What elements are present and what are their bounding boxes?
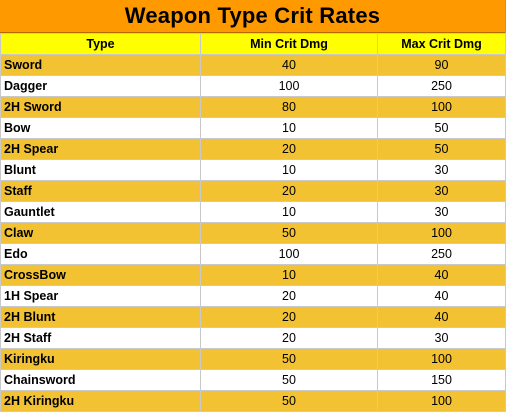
cell-min-crit: 20 bbox=[200, 285, 378, 307]
cell-max-crit: 30 bbox=[377, 159, 506, 181]
cell-max-crit: 30 bbox=[377, 327, 506, 349]
table-row: Staff 20 30 bbox=[0, 180, 506, 202]
cell-max-crit: 250 bbox=[377, 75, 506, 97]
cell-max-crit: 40 bbox=[377, 285, 506, 307]
cell-min-crit: 10 bbox=[200, 117, 378, 139]
cell-type: Chainsword bbox=[0, 369, 201, 391]
sheet-title: Weapon Type Crit Rates bbox=[124, 3, 381, 28]
cell-type: Bow bbox=[0, 117, 201, 139]
cell-min-crit: 20 bbox=[200, 306, 378, 328]
cell-min-crit: 40 bbox=[200, 54, 378, 76]
table-row: 2H Sword 80 100 bbox=[0, 96, 506, 118]
cell-type: CrossBow bbox=[0, 264, 201, 286]
table-row: Blunt 10 30 bbox=[0, 159, 506, 181]
cell-type: 2H Spear bbox=[0, 138, 201, 160]
cell-type: Staff bbox=[0, 180, 201, 202]
table-row: Gauntlet 10 30 bbox=[0, 201, 506, 223]
title-bar: Weapon Type Crit Rates bbox=[0, 0, 505, 33]
table-row: CrossBow 10 40 bbox=[0, 264, 506, 286]
table-row: Claw 50 100 bbox=[0, 222, 506, 244]
cell-type: 2H Blunt bbox=[0, 306, 201, 328]
cell-max-crit: 50 bbox=[377, 117, 506, 139]
cell-type: 2H Sword bbox=[0, 96, 201, 118]
cell-min-crit: 50 bbox=[200, 390, 378, 412]
table-row: Bow 10 50 bbox=[0, 117, 506, 139]
table-row: Chainsword 50 150 bbox=[0, 369, 506, 391]
cell-max-crit: 100 bbox=[377, 222, 506, 244]
column-header-min-crit: Min Crit Dmg bbox=[200, 33, 378, 55]
cell-max-crit: 50 bbox=[377, 138, 506, 160]
cell-max-crit: 250 bbox=[377, 243, 506, 265]
crit-rates-table: Type Min Crit Dmg Max Crit Dmg Sword 40 90… bbox=[0, 33, 506, 412]
cell-min-crit: 80 bbox=[200, 96, 378, 118]
table-row: 2H Blunt 20 40 bbox=[0, 306, 506, 328]
cell-min-crit: 10 bbox=[200, 264, 378, 286]
table-row: Edo 100 250 bbox=[0, 243, 506, 265]
cell-min-crit: 20 bbox=[200, 138, 378, 160]
cell-min-crit: 10 bbox=[200, 201, 378, 223]
cell-min-crit: 100 bbox=[200, 75, 378, 97]
cell-max-crit: 100 bbox=[377, 96, 506, 118]
cell-max-crit: 90 bbox=[377, 54, 506, 76]
cell-max-crit: 40 bbox=[377, 264, 506, 286]
cell-min-crit: 50 bbox=[200, 222, 378, 244]
column-header-type: Type bbox=[0, 33, 201, 55]
cell-max-crit: 150 bbox=[377, 369, 506, 391]
header-row: Type Min Crit Dmg Max Crit Dmg bbox=[0, 33, 506, 55]
cell-type: Kiringku bbox=[0, 348, 201, 370]
cell-type: Blunt bbox=[0, 159, 201, 181]
table-row: 2H Spear 20 50 bbox=[0, 138, 506, 160]
cell-max-crit: 100 bbox=[377, 390, 506, 412]
cell-type: Claw bbox=[0, 222, 201, 244]
column-header-max-crit: Max Crit Dmg bbox=[377, 33, 506, 55]
cell-type: 2H Kiringku bbox=[0, 390, 201, 412]
cell-min-crit: 100 bbox=[200, 243, 378, 265]
table-row: Kiringku 50 100 bbox=[0, 348, 506, 370]
table-row: 2H Kiringku 50 100 bbox=[0, 390, 506, 412]
cell-min-crit: 20 bbox=[200, 327, 378, 349]
cell-min-crit: 50 bbox=[200, 348, 378, 370]
cell-min-crit: 10 bbox=[200, 159, 378, 181]
cell-type: 2H Staff bbox=[0, 327, 201, 349]
cell-min-crit: 20 bbox=[200, 180, 378, 202]
table-row: 1H Spear 20 40 bbox=[0, 285, 506, 307]
cell-type: Sword bbox=[0, 54, 201, 76]
table-row: 2H Staff 20 30 bbox=[0, 327, 506, 349]
cell-max-crit: 30 bbox=[377, 201, 506, 223]
cell-max-crit: 30 bbox=[377, 180, 506, 202]
cell-type: Dagger bbox=[0, 75, 201, 97]
table-row: Sword 40 90 bbox=[0, 54, 506, 76]
table-body: Sword 40 90 Dagger 100 250 2H Sword 80 100 Bow 10 5… bbox=[0, 54, 506, 412]
cell-type: 1H Spear bbox=[0, 285, 201, 307]
table-row: Dagger 100 250 bbox=[0, 75, 506, 97]
cell-max-crit: 100 bbox=[377, 348, 506, 370]
cell-max-crit: 40 bbox=[377, 306, 506, 328]
cell-type: Gauntlet bbox=[0, 201, 201, 223]
cell-min-crit: 50 bbox=[200, 369, 378, 391]
cell-type: Edo bbox=[0, 243, 201, 265]
